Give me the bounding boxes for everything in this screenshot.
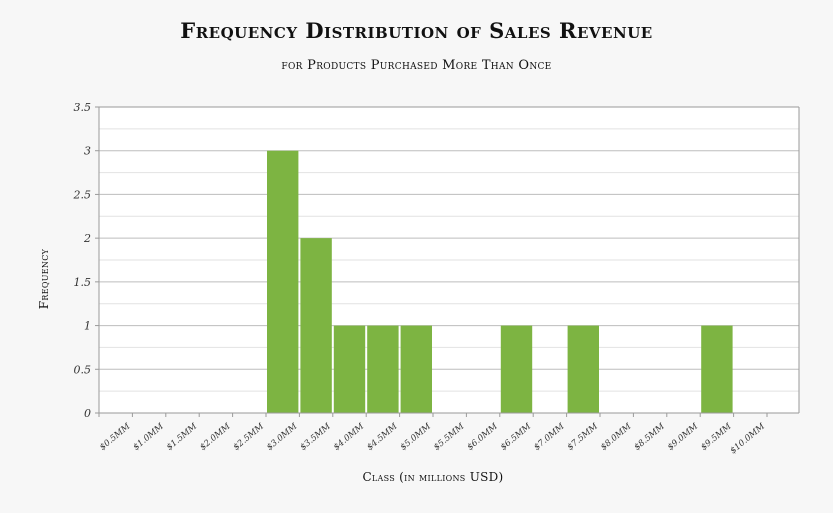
x-tick-label: $1.0MM: [131, 421, 165, 452]
gridlines: [99, 106, 799, 414]
x-tick-label: $10.0MM: [729, 421, 768, 456]
y-tick-label: 2.5: [73, 188, 92, 201]
bar-$6.5MM: [500, 325, 533, 413]
x-tick-label: $9.0MM: [666, 421, 700, 452]
x-tick-label: $3.5MM: [298, 421, 332, 452]
y-tick-label: 1: [84, 320, 91, 333]
x-tick-label: $7.5MM: [566, 421, 600, 452]
x-tick-label: $1.5MM: [165, 421, 199, 452]
x-tick-label: $0.5MM: [98, 421, 132, 452]
y-tick-label: 0: [84, 407, 91, 420]
bar-$4.0MM: [333, 325, 366, 413]
chart-subtitle: for Products Purchased More Than Once: [281, 58, 552, 73]
bar-$3.5MM: [300, 238, 332, 413]
y-tick-label: 2: [83, 232, 91, 245]
x-tick-label: $6.5MM: [499, 421, 533, 452]
x-tick-label: $2.5MM: [232, 421, 266, 452]
x-tick-label: $3.0MM: [265, 421, 299, 452]
x-tick-label: $8.0MM: [599, 421, 633, 452]
y-tick-label: 3.5: [74, 101, 92, 114]
y-axis-label: Frequency: [37, 248, 51, 309]
y-tick-label: 0.5: [74, 363, 92, 376]
x-tick-label: $4.5MM: [365, 421, 399, 452]
x-tick-labels: $0.5MM $1.0MM $1.5MM $2.0MM $2.5MM $3.0MM $3.5…: [98, 413, 768, 456]
x-tick-label: $2.0MM: [198, 421, 232, 452]
x-tick-label: $4.0MM: [332, 421, 366, 452]
bar-$5.0MM: [400, 325, 432, 413]
x-tick-label: $8.5MM: [632, 421, 666, 452]
x-tick-label: $7.0MM: [532, 421, 566, 452]
bar-$7.5MM: [567, 325, 599, 413]
bars: [267, 150, 733, 413]
bar-$4.5MM: [367, 325, 399, 413]
x-tick-label: $5.5MM: [432, 421, 466, 452]
x-axis-label: Class (in millions USD): [362, 470, 503, 484]
y-tick-labels: 0 0.5 1 1.5 2 2.5 3 3.5: [73, 101, 99, 420]
axes: [98, 106, 800, 414]
chart-title: Frequency Distribution of Sales Revenue: [180, 18, 653, 43]
y-tick-label: 3: [84, 145, 91, 158]
bar-$3.0MM: [267, 150, 299, 413]
x-tick-label: $6.0MM: [465, 421, 499, 452]
y-tick-label: 1.5: [74, 276, 92, 289]
x-tick-label: $5.0MM: [399, 421, 433, 452]
bar-$9.5MM: [701, 325, 733, 413]
